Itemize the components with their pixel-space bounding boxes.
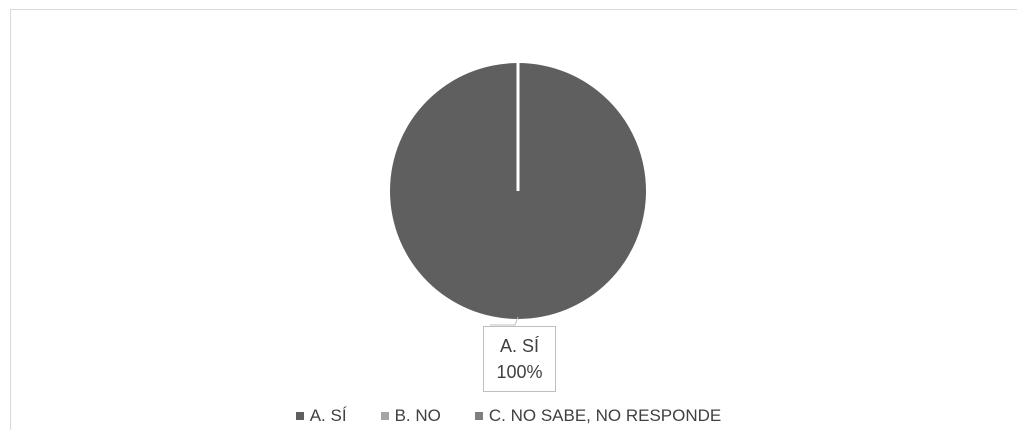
data-label-value: 100%: [496, 362, 543, 382]
legend-item-b-no: B. NO: [380, 406, 441, 426]
legend-item-a-si: A. SÍ: [295, 406, 347, 426]
legend-label: C. NO SABE, NO RESPONDE: [488, 406, 722, 425]
data-label-a-si: A. SÍ 100%: [483, 326, 556, 392]
legend-item-c-no-sabe: C. NO SABE, NO RESPONDE: [474, 406, 722, 426]
data-label-leader-line: [490, 316, 519, 326]
chart-area: [10, 9, 1017, 430]
legend-swatch-icon: [474, 412, 483, 420]
legend-swatch-icon: [295, 412, 304, 420]
legend-swatch-icon: [380, 412, 389, 420]
chart-legend: A. SÍ B. NO C. NO SABE, NO RESPONDE: [0, 406, 1017, 426]
data-label-category: A. SÍ: [499, 336, 539, 356]
legend-label: B. NO: [394, 406, 441, 425]
legend-label: A. SÍ: [309, 406, 347, 425]
